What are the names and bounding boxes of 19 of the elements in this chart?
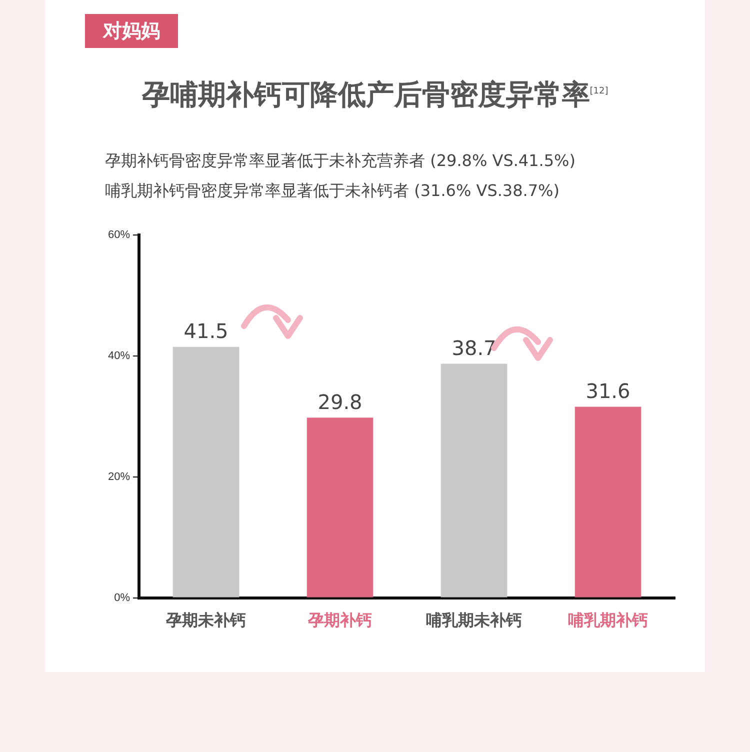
chart-subtitle: 孕期补钙骨密度异常率显著低于未补充营养者 (29.8% VS.41.5%) 哺乳期补钙骨密度异常率显著低于未补钙者 (31.6% VS.38.7%) <box>105 150 576 202</box>
bar <box>306 418 374 598</box>
y-tick-label: 20% <box>108 470 130 483</box>
text: 对妈妈 <box>85 14 178 48</box>
chart-title: 孕哺期补钙可降低产后骨密度异常率$^{[12]}$ <box>140 77 610 113</box>
data-label: 31.6 <box>586 378 630 403</box>
x-tick-label: 哺乳期补钙 <box>568 610 648 630</box>
bar <box>440 364 508 598</box>
x-tick-label: 哺乳期未补钙 <box>426 610 522 630</box>
data-label: 41.5 <box>184 319 228 344</box>
bar <box>172 346 240 598</box>
y-tick-label: 0% <box>114 592 130 604</box>
bar <box>574 406 642 598</box>
y-tick-label: 60% <box>108 229 130 242</box>
x-tick-label: 孕期未补钙 <box>165 610 246 630</box>
data-label: 29.8 <box>318 390 362 414</box>
y-tick-label: 40% <box>108 350 130 362</box>
data-label: 38.7 <box>452 336 496 360</box>
x-tick-label: 孕期补钙 <box>307 610 372 630</box>
